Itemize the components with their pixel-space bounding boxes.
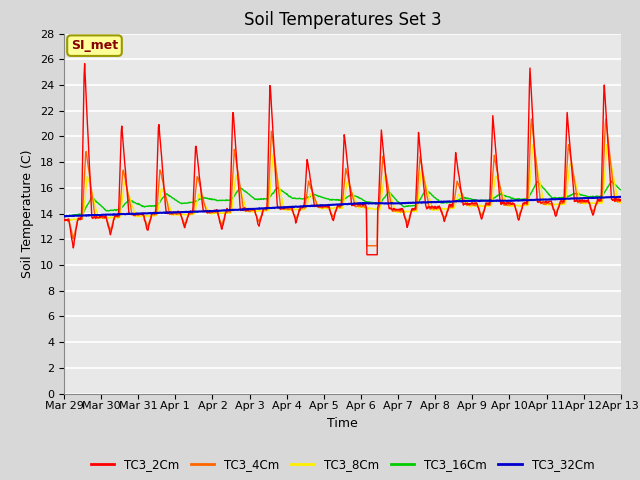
TC3_2Cm (60, 216, 68, 222)
TC3_4Cm (208, 210, 216, 216)
TC3_2Cm (582, 198, 589, 204)
TC3_2Cm (363, 252, 371, 258)
TC3_32Cm (61, 214, 69, 219)
TC3_16Cm (60, 213, 68, 219)
TC3_32Cm (617, 194, 625, 200)
Line: TC3_2Cm: TC3_2Cm (64, 63, 621, 255)
TC3_8Cm (268, 172, 275, 178)
TC3_16Cm (617, 187, 625, 192)
Line: TC3_8Cm: TC3_8Cm (64, 144, 621, 221)
TC3_4Cm (463, 203, 471, 208)
TC3_16Cm (268, 192, 275, 198)
Y-axis label: Soil Temperature (C): Soil Temperature (C) (22, 149, 35, 278)
Line: TC3_16Cm: TC3_16Cm (64, 181, 621, 216)
Text: SI_met: SI_met (71, 39, 118, 52)
TC3_32Cm (463, 198, 471, 204)
X-axis label: Time: Time (327, 417, 358, 430)
Line: TC3_32Cm: TC3_32Cm (64, 197, 621, 216)
TC3_16Cm (607, 178, 615, 184)
TC3_2Cm (133, 211, 141, 217)
Title: Soil Temperatures Set 3: Soil Temperatures Set 3 (244, 11, 441, 29)
Line: TC3_4Cm: TC3_4Cm (64, 119, 621, 246)
TC3_16Cm (133, 201, 141, 207)
TC3_4Cm (348, 189, 355, 195)
TC3_16Cm (61, 214, 68, 219)
TC3_4Cm (617, 198, 625, 204)
TC3_8Cm (581, 201, 589, 206)
TC3_8Cm (208, 210, 216, 216)
TC3_2Cm (268, 104, 275, 109)
TC3_16Cm (348, 192, 356, 198)
TC3_32Cm (268, 205, 275, 211)
TC3_16Cm (463, 195, 471, 201)
TC3_8Cm (603, 142, 611, 147)
TC3_8Cm (63, 218, 71, 224)
TC3_4Cm (267, 140, 275, 145)
TC3_8Cm (60, 217, 68, 223)
TC3_16Cm (581, 193, 589, 199)
TC3_16Cm (208, 196, 216, 202)
TC3_4Cm (60, 218, 68, 224)
TC3_4Cm (133, 212, 141, 217)
TC3_8Cm (133, 213, 141, 219)
TC3_32Cm (60, 213, 68, 219)
TC3_2Cm (348, 203, 356, 208)
TC3_2Cm (81, 60, 88, 66)
TC3_32Cm (133, 211, 141, 216)
TC3_8Cm (348, 189, 356, 195)
Legend: TC3_2Cm, TC3_4Cm, TC3_8Cm, TC3_16Cm, TC3_32Cm: TC3_2Cm, TC3_4Cm, TC3_8Cm, TC3_16Cm, TC3… (86, 454, 599, 476)
TC3_2Cm (617, 197, 625, 203)
TC3_32Cm (208, 208, 216, 214)
TC3_32Cm (616, 194, 623, 200)
TC3_2Cm (208, 209, 216, 215)
TC3_2Cm (464, 200, 472, 206)
TC3_8Cm (617, 200, 625, 205)
TC3_4Cm (528, 116, 536, 122)
TC3_8Cm (463, 200, 471, 205)
TC3_32Cm (581, 195, 589, 201)
TC3_4Cm (363, 243, 371, 249)
TC3_4Cm (582, 200, 589, 205)
TC3_32Cm (348, 201, 356, 207)
